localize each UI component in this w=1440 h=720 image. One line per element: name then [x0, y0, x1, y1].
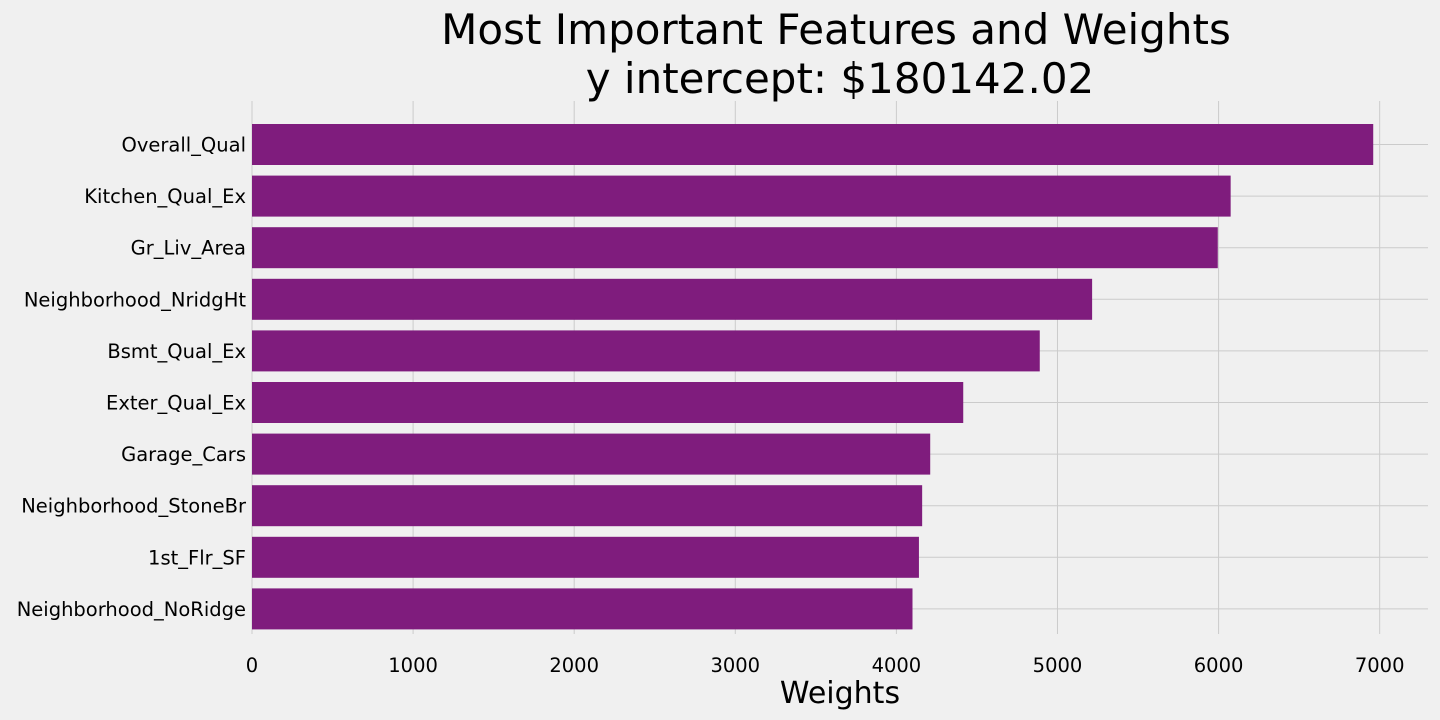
chart-title: Most Important Features and Weights	[441, 5, 1231, 54]
bar	[252, 175, 1231, 217]
bar	[252, 382, 964, 423]
x-tick-label: 6000	[1194, 654, 1244, 677]
x-tick-label: 3000	[710, 654, 760, 677]
y-tick-label: 1st_Flr_SF	[148, 546, 246, 569]
bar	[252, 485, 923, 527]
x-tick-label: 4000	[872, 654, 922, 677]
bar	[252, 227, 1218, 269]
x-tick-label: 2000	[549, 654, 599, 677]
y-tick-label: Neighborhood_NridgHt	[24, 288, 247, 311]
bars	[252, 124, 1374, 630]
y-tick-label: Exter_Qual_Ex	[106, 392, 246, 415]
bar	[252, 124, 1374, 165]
bar	[252, 433, 931, 475]
y-tick-label: Bsmt_Qual_Ex	[107, 340, 246, 363]
bar	[252, 278, 1093, 320]
y-tick-label: Neighborhood_StoneBr	[21, 495, 247, 518]
x-tick-label: 0	[246, 654, 258, 677]
x-tick-labels: 0 1000 2000 3000 4000 5000 6000 7000	[246, 654, 1405, 677]
x-tick-label: 1000	[388, 654, 438, 677]
y-tick-label: Neighborhood_NoRidge	[17, 598, 246, 621]
y-tick-label: Garage_Cars	[121, 443, 246, 466]
x-axis-label: Weights	[780, 676, 900, 711]
y-tick-label: Overall_Qual	[121, 134, 246, 157]
bar	[252, 588, 913, 630]
x-tick-label: 5000	[1033, 654, 1083, 677]
x-tick-label: 7000	[1355, 654, 1405, 677]
y-tick-label: Kitchen_Qual_Ex	[84, 185, 246, 208]
chart-subtitle: y intercept: $180142.02	[586, 54, 1095, 103]
y-tick-label: Gr_Liv_Area	[131, 237, 246, 260]
bar	[252, 330, 1040, 372]
y-tick-labels: Overall_Qual Kitchen_Qual_Ex Gr_Liv_Area Ne…	[17, 134, 247, 621]
bar	[252, 536, 919, 578]
